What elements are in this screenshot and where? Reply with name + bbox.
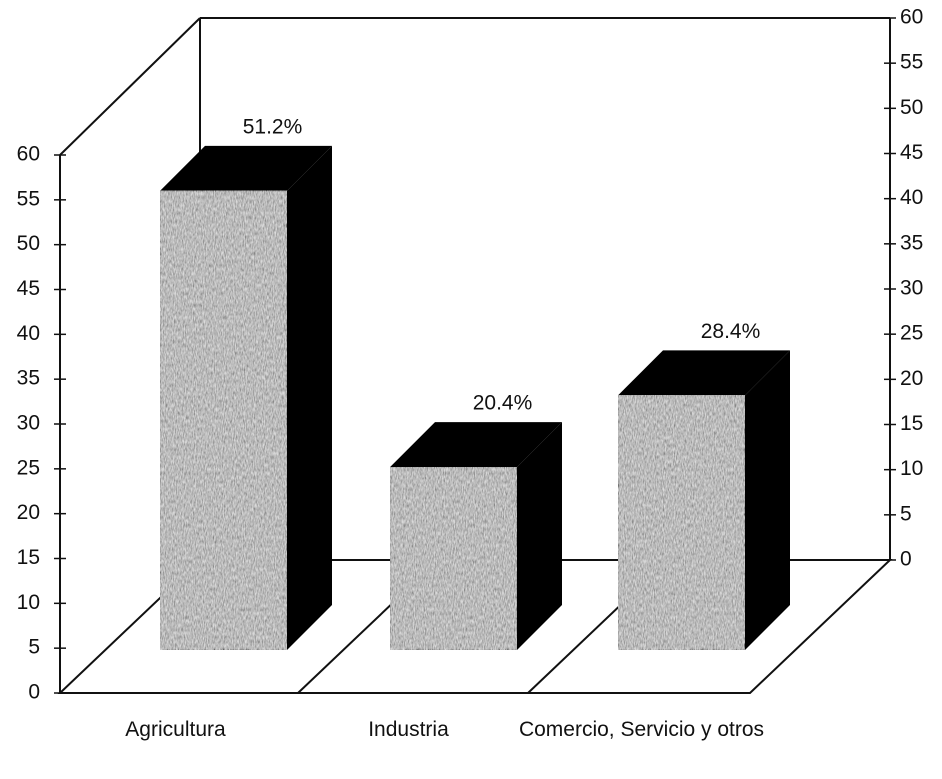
y2-tick-label: 20 [900, 367, 923, 390]
y-tick-label: 30 [17, 412, 40, 435]
y-tick-label: 35 [17, 367, 40, 390]
x-tick-label: Comercio, Servicio y otros [518, 718, 765, 741]
bar [159, 189, 288, 651]
y2-tick-label: 5 [900, 502, 912, 525]
y2-tick-label: 30 [900, 277, 923, 300]
y-tick-label: 20 [17, 501, 40, 524]
y-tick-label: 45 [17, 277, 40, 300]
value-label: 51.2% [243, 115, 303, 138]
y2-tick-label: 0 [900, 548, 912, 571]
value-label: 20.4% [473, 392, 533, 415]
y-tick-label: 5 [28, 636, 40, 659]
bar-top [618, 350, 790, 396]
y2-tick-label: 25 [900, 322, 923, 345]
y-tick-label: 10 [17, 591, 40, 614]
y2-tick-label: 45 [900, 141, 923, 164]
y-tick-label: 50 [17, 232, 40, 255]
y2-tick-label: 15 [900, 412, 923, 435]
y-tick-label: 25 [17, 456, 40, 479]
bar-top [390, 422, 562, 468]
y2-tick-label: 50 [900, 96, 923, 119]
bar-top [160, 145, 332, 191]
bar-side [517, 422, 562, 650]
y-tick-label: 0 [28, 681, 40, 704]
bar [617, 394, 746, 652]
x-tick-label: Agricultura [125, 718, 226, 741]
y2-tick-label: 10 [900, 457, 923, 480]
y-tick-label: 55 [17, 187, 40, 210]
y-tick-label: 40 [17, 322, 40, 345]
y2-tick-label: 55 [900, 51, 923, 74]
side-wall-top [59, 17, 201, 156]
y2-tick-label: 60 [900, 6, 923, 29]
bar-side [745, 350, 790, 650]
bar-side [287, 145, 332, 650]
bar [389, 466, 518, 651]
y-tick-label: 60 [17, 143, 40, 166]
y2-tick-label: 40 [900, 186, 923, 209]
value-label: 28.4% [701, 320, 761, 343]
x-tick-label: Industria [368, 718, 449, 741]
y-tick-label: 15 [17, 546, 40, 569]
y2-tick-label: 35 [900, 231, 923, 254]
